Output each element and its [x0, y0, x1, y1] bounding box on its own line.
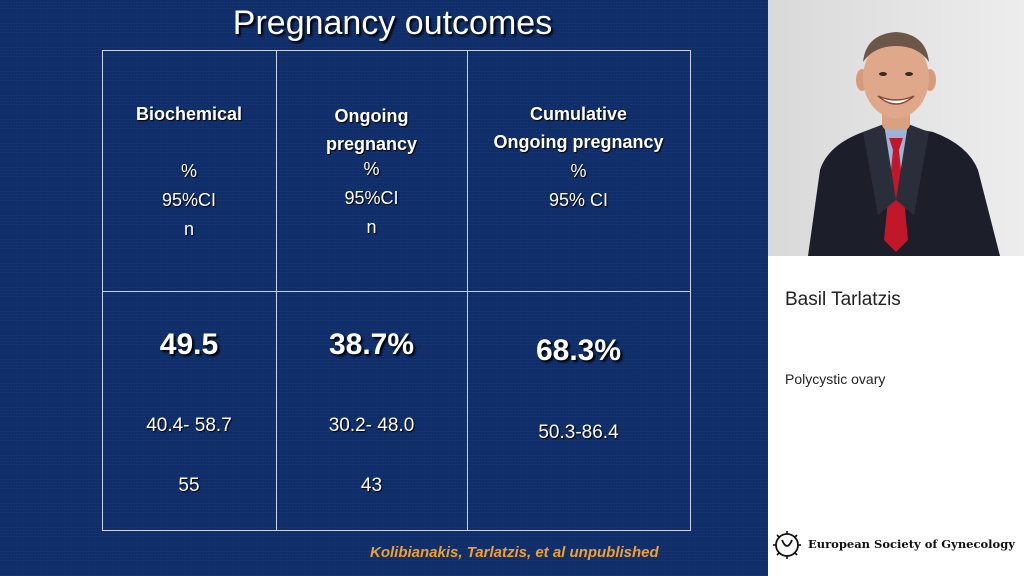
column-subheader: % 95%CI n — [344, 159, 399, 237]
slide: Pregnancy outcomes Biochemical % 95%CI n… — [0, 0, 768, 576]
cell-value: 49.5 — [159, 328, 219, 361]
talk-topic: Polycystic ovary — [785, 371, 886, 387]
society-logo-icon — [773, 531, 801, 559]
cell-ci: 50.3-86.4 — [538, 422, 619, 443]
column-header: Ongoing pregnancy — [325, 106, 418, 154]
column-subheader: % 95% CI — [548, 161, 609, 210]
table-border — [102, 291, 691, 292]
cell-value: 68.3% — [535, 334, 622, 367]
speaker-portrait-icon — [768, 0, 1024, 256]
column-subheader: % 95%CI n — [161, 161, 217, 239]
column-biochemical: Biochemical % 95%CI n 49.5 40.4- 58.7 55 — [102, 50, 276, 531]
column-cumulative-ongoing-pregnancy: Cumulative Ongoing pregnancy % 95% CI 68… — [467, 50, 690, 531]
column-ongoing-pregnancy: Ongoing pregnancy % 95%CI n 38.7% 30.2- … — [276, 50, 467, 531]
society-branding: European Society of Gynecology — [772, 530, 1022, 560]
outcomes-table: Biochemical % 95%CI n 49.5 40.4- 58.7 55… — [102, 50, 691, 531]
table-border — [276, 50, 277, 531]
society-name: European Society of Gynecology — [808, 537, 1015, 551]
speaker-name: Basil Tarlatzis — [785, 289, 901, 310]
table-border — [102, 530, 691, 531]
slide-title: Pregnancy outcomes — [232, 4, 553, 42]
cell-value: 38.7% — [328, 328, 415, 361]
cell-ci: 30.2- 48.0 — [328, 415, 415, 436]
table-border — [690, 50, 691, 531]
speaker-panel: Basil Tarlatzis Polycystic ovary Europea… — [768, 0, 1024, 576]
column-header: Cumulative Ongoing pregnancy — [493, 104, 664, 152]
citation: Kolibianakis, Tarlatzis, et al unpublish… — [370, 544, 659, 561]
cell-n: 43 — [360, 475, 383, 496]
cell-n: 55 — [178, 475, 200, 496]
cell-ci: 40.4- 58.7 — [146, 415, 232, 436]
table-border — [467, 50, 468, 531]
column-header: Biochemical — [135, 104, 243, 124]
table-border — [102, 50, 691, 51]
speaker-photo — [768, 0, 1024, 256]
table-border — [102, 50, 103, 531]
